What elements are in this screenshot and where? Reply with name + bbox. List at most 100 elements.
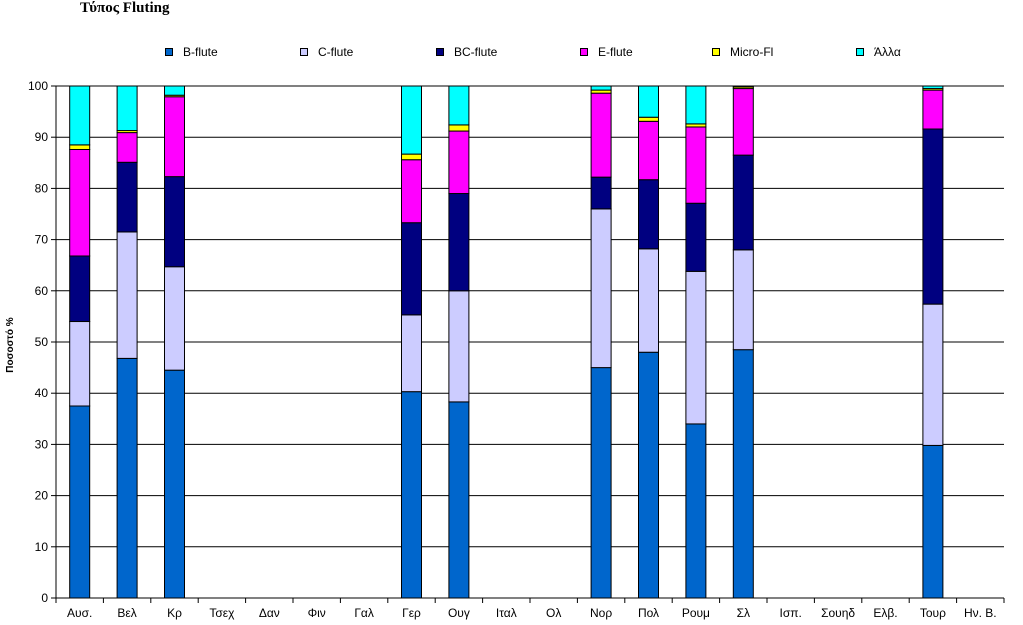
bar-segment xyxy=(448,193,470,292)
legend-label: E-flute xyxy=(598,45,633,59)
bar-segment xyxy=(638,179,659,250)
legend-swatch xyxy=(712,48,720,56)
x-tick-label: Βελ xyxy=(117,606,136,620)
bar-segment xyxy=(401,85,422,155)
legend-item: C-flute xyxy=(300,45,353,59)
bar-segment xyxy=(164,369,185,599)
bar-segment xyxy=(590,85,612,91)
bar-segment xyxy=(732,349,754,599)
bar-segment xyxy=(922,128,944,305)
legend: B-flute C-flute BC-flute E-flute Micro-Fl Άλλ… xyxy=(0,45,1023,63)
x-tick-label: Νορ xyxy=(590,606,612,620)
x-tick-label: Φιν xyxy=(308,606,326,620)
x-tick-label: Αυσ. xyxy=(67,606,92,620)
legend-item: E-flute xyxy=(580,45,633,59)
bar-segment xyxy=(401,153,422,161)
bar-segment xyxy=(116,161,138,233)
bar-segment xyxy=(69,148,91,257)
legend-item: B-flute xyxy=(165,45,218,59)
x-tick-label: Τσεχ xyxy=(209,606,235,620)
bar-segment xyxy=(448,130,470,195)
legend-item: BC-flute xyxy=(436,45,497,59)
bar-segment xyxy=(685,423,707,599)
bar-segment xyxy=(116,231,138,359)
legend-label: BC-flute xyxy=(454,45,498,59)
bar-segment xyxy=(448,85,470,126)
x-tick-label: Σουηδ xyxy=(821,606,855,620)
bar-segment xyxy=(732,85,754,88)
legend-swatch xyxy=(165,48,173,56)
bars xyxy=(69,85,944,599)
bar-segment xyxy=(922,303,944,446)
gridlines xyxy=(51,85,1004,599)
legend-swatch xyxy=(436,48,444,56)
axes xyxy=(55,86,1005,603)
bar-segment xyxy=(590,92,612,178)
x-tick-label: Σλ xyxy=(737,606,750,620)
y-tick-labels: 0 10 20 30 40 50 60 70 80 90 100 xyxy=(28,79,48,605)
bar-segment xyxy=(638,85,659,118)
y-tick-label: 30 xyxy=(35,437,49,451)
bar-segment xyxy=(448,401,470,599)
bar-segment xyxy=(922,89,944,130)
bar-segment xyxy=(922,85,944,90)
x-tick-label: Τουρ xyxy=(920,606,946,620)
x-tick-label: Ουγ xyxy=(448,606,470,620)
y-tick-label: 90 xyxy=(35,130,49,144)
legend-swatch xyxy=(580,48,588,56)
bar-segment xyxy=(448,290,470,403)
bar-segment xyxy=(685,202,707,272)
x-tick-label: Γερ xyxy=(402,606,421,620)
bar-segment xyxy=(590,176,612,210)
bar-segment xyxy=(69,321,91,407)
chart-title: Τύπος Fluting xyxy=(80,0,170,16)
bar-segment xyxy=(164,176,185,268)
x-tick-label: Ιταλ xyxy=(496,606,517,620)
x-tick-label: Δαν xyxy=(259,606,280,620)
bar-segment xyxy=(732,154,754,251)
y-tick-label: 0 xyxy=(41,591,48,605)
x-tick-label: Ην. Β. xyxy=(964,606,997,620)
bar-segment xyxy=(164,96,185,178)
legend-label: B-flute xyxy=(183,45,218,59)
bar-segment xyxy=(685,270,707,425)
bar-segment xyxy=(164,85,185,96)
bar-segment xyxy=(685,85,707,125)
legend-label: Άλλα xyxy=(874,45,901,59)
bar-segment xyxy=(732,88,754,156)
x-tick-label: Ρουμ xyxy=(682,606,710,620)
bar-segment xyxy=(732,249,754,351)
y-tick-label: 20 xyxy=(35,489,49,503)
bar-segment xyxy=(401,314,422,393)
x-tick-label: Κρ xyxy=(167,606,182,620)
bar-segment xyxy=(69,144,91,150)
bar-segment xyxy=(590,367,612,599)
x-tick-label: Ελβ. xyxy=(873,606,897,620)
bar-segment xyxy=(638,120,659,181)
x-tick-label: Γαλ xyxy=(354,606,374,620)
legend-label: C-flute xyxy=(318,45,354,59)
y-tick-label: 100 xyxy=(28,79,48,93)
x-tick-labels: Αυσ. Βελ Κρ Τσεχ Δαν Φιν Γαλ Γερ Ουγ Ιταλ Ολ Νορ Πολ… xyxy=(67,606,997,620)
bar-segment xyxy=(69,85,91,146)
bar-segment xyxy=(448,124,470,132)
bar-segment xyxy=(401,159,422,224)
bar-segment xyxy=(401,391,422,599)
bar-segment xyxy=(401,222,422,316)
x-tick-label: Ισπ. xyxy=(780,606,802,620)
bar-segment xyxy=(164,266,185,371)
bar-segment xyxy=(685,126,707,204)
legend-swatch xyxy=(300,48,308,56)
bar-segment xyxy=(922,444,944,599)
bar-segment xyxy=(638,351,659,599)
bar-segment xyxy=(116,132,138,163)
y-tick-label: 70 xyxy=(35,233,49,247)
bar-segment xyxy=(638,116,659,122)
y-axis-label: Ποσοστό % xyxy=(5,317,16,372)
x-tick-label: Πολ xyxy=(638,606,659,620)
legend-swatch xyxy=(856,48,864,56)
bar-segment xyxy=(69,405,91,599)
y-tick-label: 60 xyxy=(35,284,49,298)
y-tick-label: 10 xyxy=(35,540,49,554)
